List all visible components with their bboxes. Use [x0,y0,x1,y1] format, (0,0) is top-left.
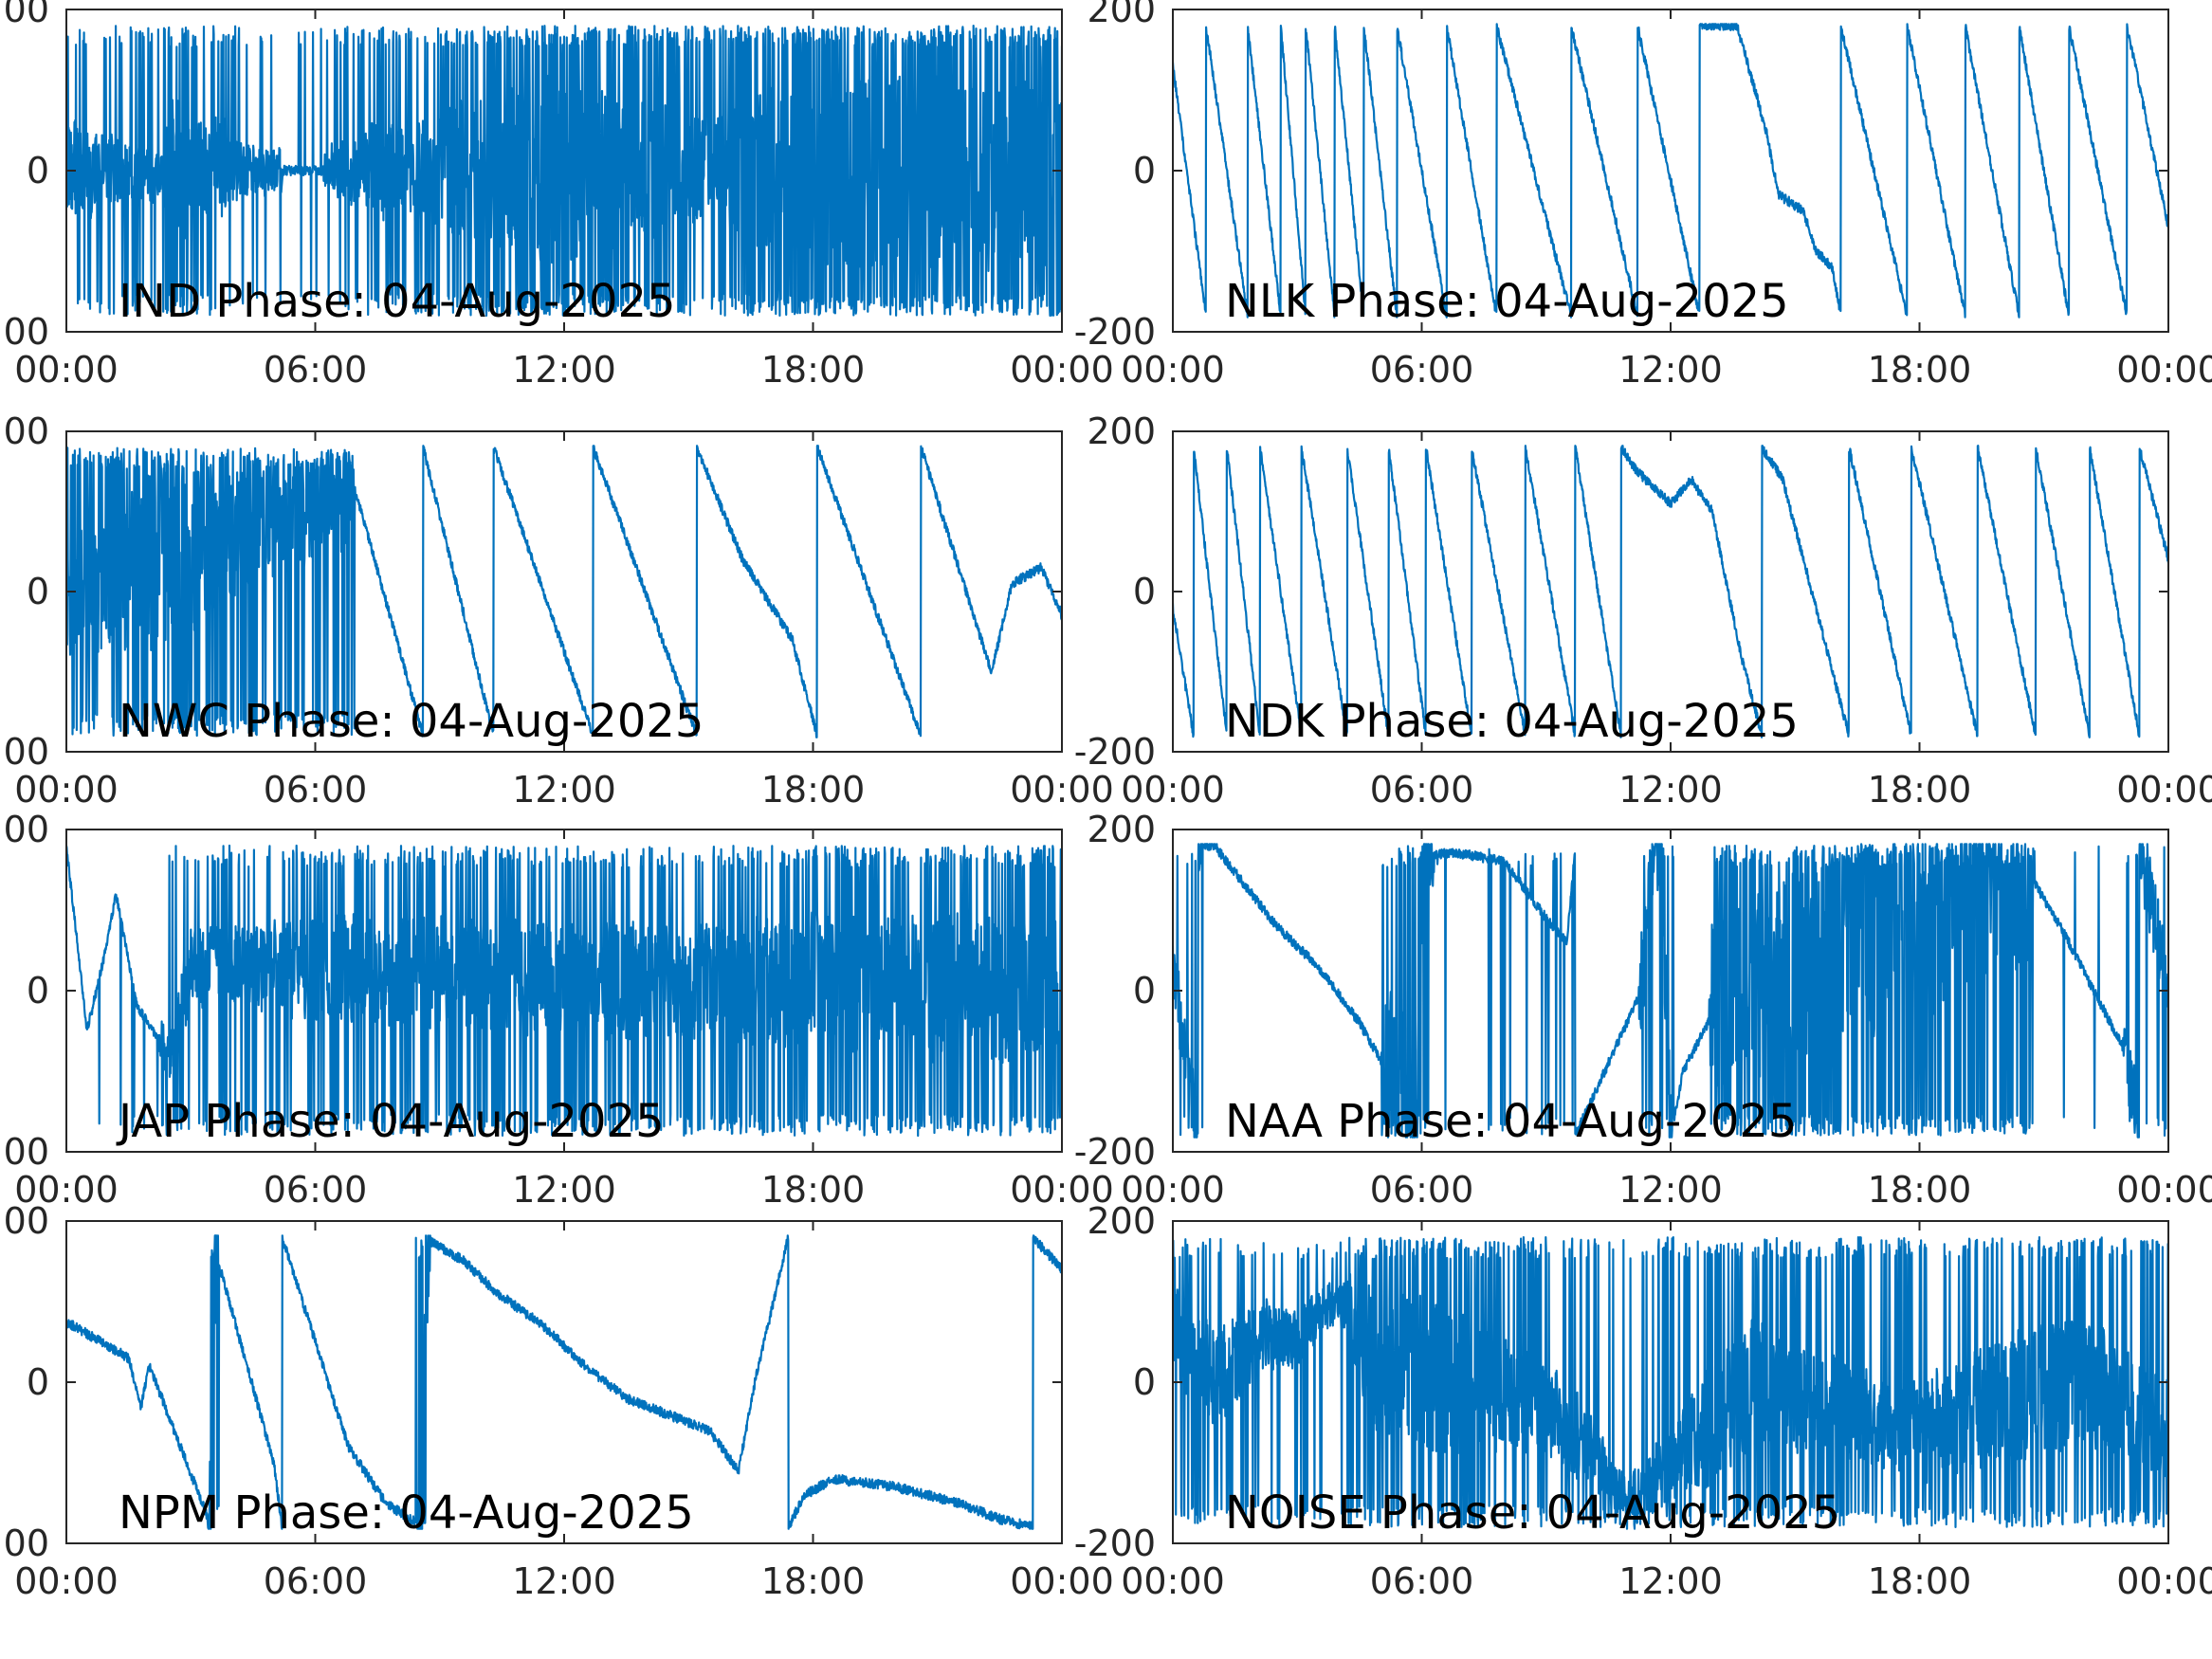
x-tick-label: 06:00 [1370,1560,1474,1602]
panel-title: NLK Phase: 04-Aug-2025 [1225,275,1789,328]
phase-series-line [66,445,1062,738]
x-tick-label: 12:00 [512,1169,616,1211]
x-tick-label: 18:00 [1868,1560,1972,1602]
x-tick-label: 00:00 [2116,1560,2212,1602]
x-tick-label: 18:00 [1868,349,1972,391]
x-tick-label: 18:00 [1868,1169,1972,1211]
x-tick-label: 12:00 [512,769,616,811]
x-tick-label: 00:00 [14,1169,119,1211]
x-tick-label: 00:00 [1121,1169,1225,1211]
phase-series-line [1173,1236,2168,1530]
y-tick-label: 200 [1087,1200,1156,1242]
phase-series-line [66,25,1062,318]
y-tick-label: -200 [1074,1131,1156,1173]
x-tick-label: 18:00 [1868,769,1972,811]
y-tick-label: -200 [1074,311,1156,353]
y-tick-label: 0 [27,150,49,191]
panel-title: JAP Phase: 04-Aug-2025 [116,1095,665,1148]
x-tick-label: 00:00 [1010,349,1114,391]
panel-title: NPM Phase: 04-Aug-2025 [119,1486,694,1540]
phase-series-line [66,844,1062,1138]
y-tick-label: 200 [1087,809,1156,850]
x-tick-label: 12:00 [512,349,616,391]
x-tick-label: 18:00 [761,1169,866,1211]
panel-title: NWC Phase: 04-Aug-2025 [119,695,704,748]
y-tick-label: 200 [0,809,49,850]
x-tick-label: 06:00 [264,349,368,391]
x-tick-label: 06:00 [264,769,368,811]
panel-title: NAA Phase: 04-Aug-2025 [1225,1095,1797,1148]
y-tick-label: 0 [1133,1361,1156,1403]
x-tick-label: 12:00 [512,1560,616,1602]
panel-title: NDK Phase: 04-Aug-2025 [1225,695,1799,748]
phase-series-line [1173,843,2168,1139]
x-tick-label: 12:00 [1618,769,1723,811]
x-tick-label: 00:00 [14,349,119,391]
y-tick-label: 0 [1133,150,1156,191]
x-tick-label: 00:00 [1121,1560,1225,1602]
x-tick-label: 00:00 [14,1560,119,1602]
x-tick-label: 06:00 [264,1560,368,1602]
y-tick-label: 200 [0,0,49,30]
x-tick-label: 00:00 [1121,769,1225,811]
phase-series-line [1173,445,2168,738]
x-tick-label: 06:00 [1370,1169,1474,1211]
x-tick-label: 12:00 [1618,1560,1723,1602]
y-tick-label: 0 [27,571,49,612]
y-tick-label: 0 [27,1361,49,1403]
x-tick-label: 06:00 [264,1169,368,1211]
phase-series-line [66,1234,1062,1530]
x-tick-label: 00:00 [1010,769,1114,811]
x-tick-label: 00:00 [1010,1169,1114,1211]
x-tick-label: 18:00 [761,1560,866,1602]
y-tick-label: -200 [1074,731,1156,773]
x-tick-label: 06:00 [1370,769,1474,811]
phase-series-line [1173,23,2168,319]
y-tick-label: -200 [0,1131,49,1173]
x-tick-label: 12:00 [1618,1169,1723,1211]
y-tick-label: -200 [1074,1522,1156,1564]
y-tick-label: 200 [1087,0,1156,30]
x-tick-label: 00:00 [1121,349,1225,391]
x-tick-label: 18:00 [761,769,866,811]
panel-title: NOISE Phase: 04-Aug-2025 [1225,1486,1840,1540]
panel-title: IND Phase: 04-Aug-2025 [119,275,676,328]
x-tick-label: 00:00 [2116,349,2212,391]
y-tick-label: 200 [0,1200,49,1242]
x-tick-label: 12:00 [1618,349,1723,391]
x-tick-label: 00:00 [2116,1169,2212,1211]
x-tick-label: 00:00 [1010,1560,1114,1602]
x-tick-label: 18:00 [761,349,866,391]
x-tick-label: 00:00 [2116,769,2212,811]
y-tick-label: -200 [0,731,49,773]
y-tick-label: 200 [1087,410,1156,452]
x-tick-label: 06:00 [1370,349,1474,391]
y-tick-label: -200 [0,311,49,353]
y-tick-label: 0 [1133,571,1156,612]
y-tick-label: 0 [27,970,49,1012]
y-tick-label: 0 [1133,970,1156,1012]
x-tick-label: 00:00 [14,769,119,811]
y-tick-label: 200 [0,410,49,452]
y-tick-label: -200 [0,1522,49,1564]
